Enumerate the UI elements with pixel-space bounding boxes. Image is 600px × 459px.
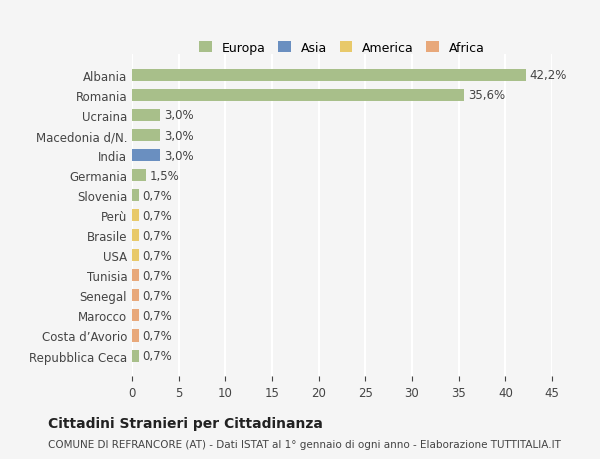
Text: 0,7%: 0,7% (142, 189, 172, 202)
Bar (132, 250, 139, 262)
Bar (132, 230, 139, 242)
Bar (132, 130, 160, 142)
Text: 35,6%: 35,6% (468, 89, 505, 102)
Text: 0,7%: 0,7% (142, 249, 172, 262)
Bar (132, 70, 526, 82)
Text: 0,7%: 0,7% (142, 289, 172, 302)
Text: Cittadini Stranieri per Cittadinanza: Cittadini Stranieri per Cittadinanza (48, 416, 323, 430)
Bar (132, 150, 160, 162)
Bar (132, 350, 139, 362)
Text: 0,7%: 0,7% (142, 229, 172, 242)
Text: 3,0%: 3,0% (164, 149, 193, 162)
Bar (132, 270, 139, 282)
Text: 3,0%: 3,0% (164, 109, 193, 122)
Bar (132, 90, 464, 102)
Bar (132, 190, 139, 202)
Bar (132, 110, 160, 122)
Text: 0,7%: 0,7% (142, 349, 172, 362)
Bar (132, 290, 139, 302)
Text: 42,2%: 42,2% (530, 69, 567, 82)
Bar (132, 330, 139, 342)
Legend: Europa, Asia, America, Africa: Europa, Asia, America, Africa (193, 36, 491, 61)
Text: 1,5%: 1,5% (150, 169, 179, 182)
Bar (132, 310, 139, 322)
Text: COMUNE DI REFRANCORE (AT) - Dati ISTAT al 1° gennaio di ogni anno - Elaborazione: COMUNE DI REFRANCORE (AT) - Dati ISTAT a… (48, 440, 561, 449)
Text: 0,7%: 0,7% (142, 209, 172, 222)
Bar (132, 170, 146, 182)
Text: 0,7%: 0,7% (142, 309, 172, 322)
Text: 0,7%: 0,7% (142, 269, 172, 282)
Bar (132, 210, 139, 222)
Text: 3,0%: 3,0% (164, 129, 193, 142)
Text: 0,7%: 0,7% (142, 329, 172, 342)
